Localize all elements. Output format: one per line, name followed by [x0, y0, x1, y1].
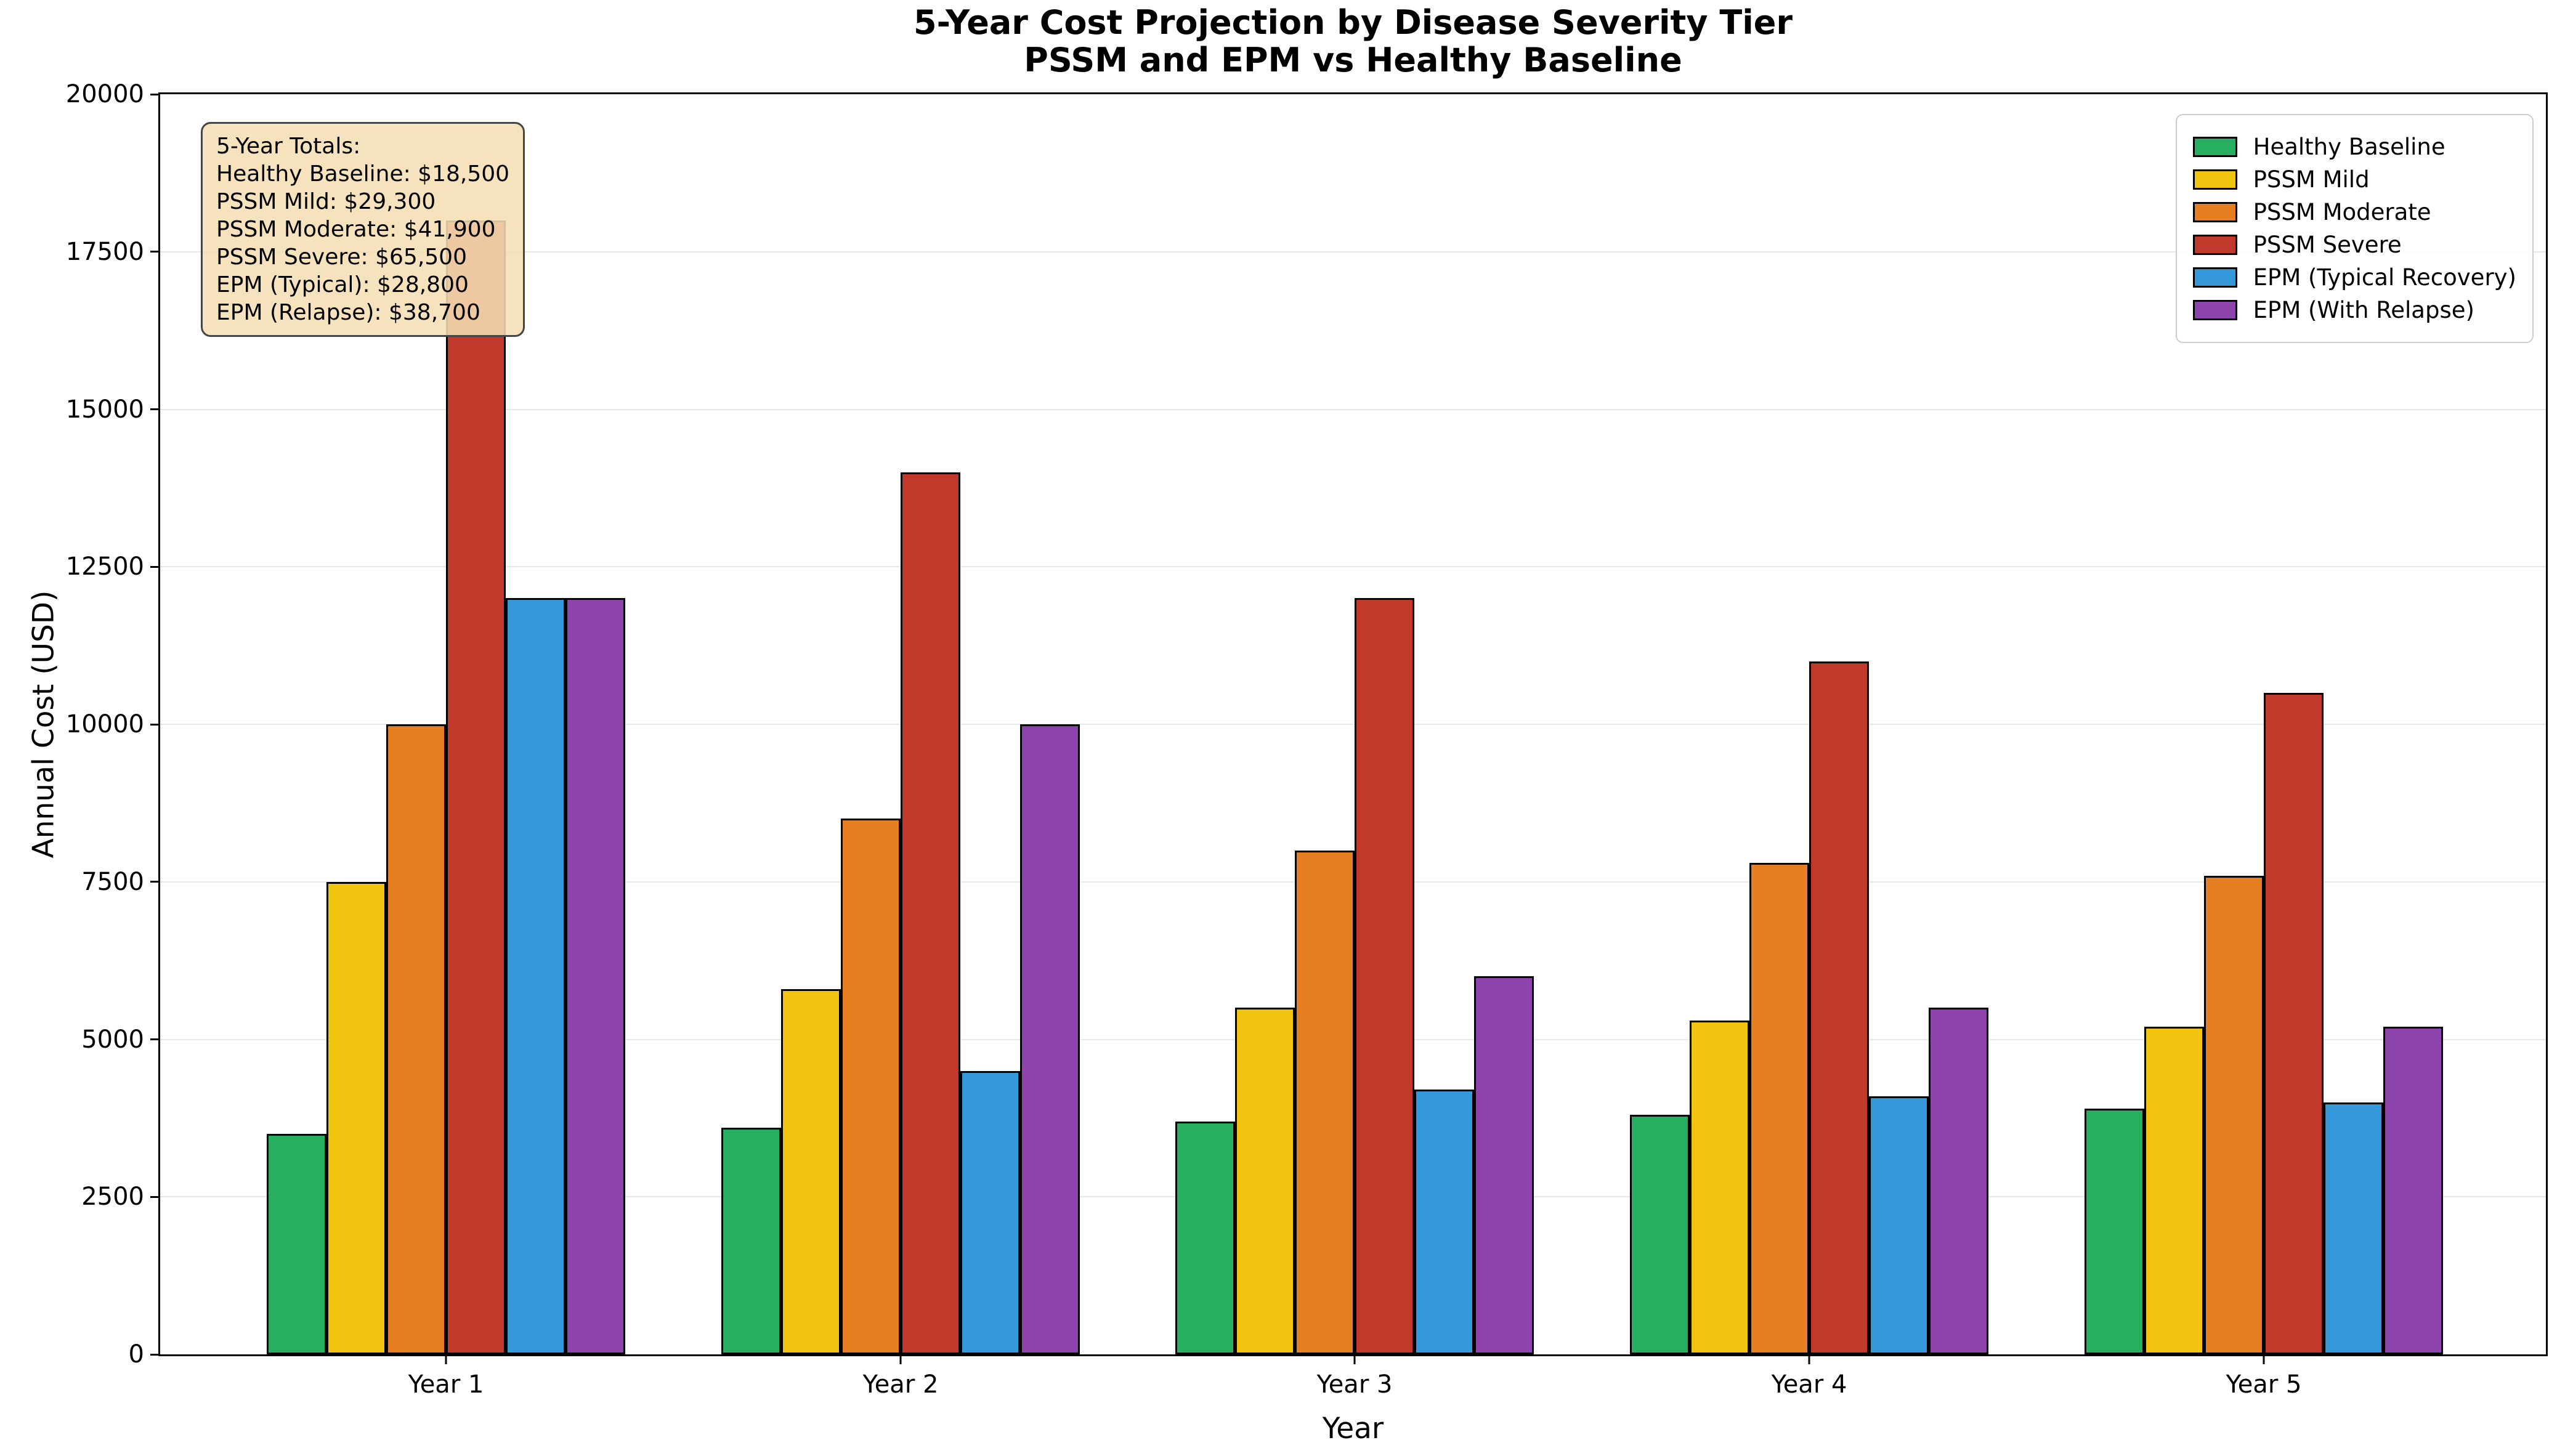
y-tick-mark: [150, 1195, 160, 1198]
chart-title: 5-Year Cost Projection by Disease Severi…: [158, 4, 2548, 79]
y-axis-label: Annual Cost (USD): [26, 590, 61, 859]
annotation-line: PSSM Severe: $65,500: [216, 245, 467, 270]
bar-epm-typical-recovery-year-1: [506, 598, 565, 1354]
x-tick-mark: [445, 1354, 447, 1364]
legend-label: EPM (Typical Recovery): [2253, 264, 2516, 291]
bar-pssm-mild-year-3: [1235, 1008, 1295, 1354]
bar-pssm-mild-year-2: [781, 989, 841, 1354]
x-tick-mark: [1808, 1354, 1810, 1364]
y-tick-label: 7500: [81, 867, 144, 896]
annotation-heading: 5-Year Totals:: [216, 134, 361, 159]
bar-healthy-baseline-year-4: [1630, 1115, 1690, 1354]
bar-epm-with-relapse-year-5: [2383, 1027, 2443, 1354]
legend-label: EPM (With Relapse): [2253, 297, 2474, 323]
bar-epm-typical-recovery-year-2: [960, 1070, 1020, 1354]
chart-title-line2: PSSM and EPM vs Healthy Baseline: [1024, 41, 1682, 79]
bar-pssm-moderate-year-5: [2204, 875, 2264, 1354]
y-tick-mark: [150, 565, 160, 568]
annotation-line: PSSM Moderate: $41,900: [216, 217, 496, 242]
legend-swatch: [2192, 137, 2237, 157]
bar-pssm-severe-year-4: [1809, 661, 1869, 1354]
bar-pssm-moderate-year-1: [386, 724, 446, 1354]
legend-swatch: [2192, 267, 2237, 288]
y-tick-mark: [150, 408, 160, 410]
legend-item: PSSM Moderate: [2192, 199, 2516, 225]
y-tick-label: 10000: [65, 710, 144, 738]
y-tick-label: 17500: [65, 237, 144, 266]
bar-epm-typical-recovery-year-4: [1869, 1096, 1929, 1354]
legend-swatch: [2192, 235, 2237, 255]
legend-item: EPM (With Relapse): [2192, 297, 2516, 323]
annotation-line: PSSM Mild: $29,300: [216, 189, 436, 214]
legend-item: Healthy Baseline: [2192, 134, 2516, 160]
bar-pssm-severe-year-1: [446, 220, 506, 1354]
x-tick-label: Year 3: [1316, 1370, 1393, 1399]
x-tick-label: Year 2: [862, 1370, 939, 1399]
y-tick-mark: [150, 93, 160, 95]
bar-pssm-severe-year-2: [901, 472, 960, 1354]
bar-healthy-baseline-year-2: [721, 1127, 781, 1354]
bar-epm-with-relapse-year-1: [565, 598, 625, 1354]
bar-healthy-baseline-year-3: [1175, 1121, 1235, 1354]
annotation-line: Healthy Baseline: $18,500: [216, 161, 510, 187]
legend-item: PSSM Mild: [2192, 166, 2516, 193]
x-tick-mark: [1353, 1354, 1356, 1364]
x-tick-label: Year 5: [2226, 1370, 2302, 1399]
y-tick-mark: [150, 881, 160, 883]
bar-healthy-baseline-year-5: [2085, 1109, 2144, 1354]
bar-epm-with-relapse-year-2: [1020, 724, 1080, 1354]
bar-pssm-mild-year-1: [326, 881, 386, 1354]
legend-swatch: [2192, 169, 2237, 190]
plot-area: 5-Year Totals: Healthy Baseline: $18,500…: [66, 80, 2548, 1399]
legend-swatch: [2192, 202, 2237, 222]
bar-pssm-moderate-year-2: [841, 819, 901, 1354]
annotation-line: EPM (Relapse): $38,700: [216, 300, 480, 325]
gridline: [160, 724, 2546, 725]
bar-healthy-baseline-year-1: [267, 1133, 326, 1354]
gridline: [160, 566, 2546, 568]
chart-title-line1: 5-Year Cost Projection by Disease Severi…: [914, 3, 1793, 42]
y-tick-label: 20000: [65, 80, 144, 108]
totals-annotation: 5-Year Totals: Healthy Baseline: $18,500…: [201, 122, 525, 337]
x-tick-label: Year 1: [408, 1370, 484, 1399]
y-tick-label: 0: [128, 1340, 144, 1369]
bar-epm-with-relapse-year-4: [1929, 1008, 1988, 1354]
annotation-line: EPM (Typical): $28,800: [216, 272, 469, 297]
legend-item: EPM (Typical Recovery): [2192, 264, 2516, 291]
legend-label: PSSM Severe: [2253, 232, 2402, 258]
y-tick-mark: [150, 1038, 160, 1040]
legend-swatch: [2192, 300, 2237, 320]
bar-pssm-moderate-year-4: [1749, 863, 1809, 1354]
y-tick-mark: [150, 251, 160, 253]
y-tick-label: 15000: [65, 395, 144, 424]
x-tick-mark: [899, 1354, 902, 1364]
bar-pssm-mild-year-4: [1690, 1020, 1749, 1354]
y-tick-label: 5000: [81, 1025, 144, 1054]
y-tick-label: 2500: [81, 1183, 144, 1211]
bar-pssm-mild-year-5: [2144, 1027, 2204, 1354]
legend-item: PSSM Severe: [2192, 232, 2516, 258]
bar-pssm-severe-year-5: [2264, 692, 2324, 1354]
y-tick-mark: [150, 1353, 160, 1356]
gridline: [160, 408, 2546, 410]
x-tick-label: Year 4: [1771, 1370, 1847, 1399]
legend-label: Healthy Baseline: [2253, 134, 2445, 160]
legend-label: PSSM Moderate: [2253, 199, 2431, 225]
bar-epm-with-relapse-year-3: [1474, 976, 1534, 1354]
bar-pssm-moderate-year-3: [1295, 850, 1355, 1354]
x-axis-label: Year: [1322, 1412, 1384, 1446]
bar-epm-typical-recovery-year-5: [2324, 1102, 2383, 1354]
bar-pssm-severe-year-3: [1355, 598, 1414, 1354]
legend-label: PSSM Mild: [2253, 166, 2370, 193]
y-tick-mark: [150, 723, 160, 726]
legend: Healthy Baseline PSSM Mild PSSM Moderate PS…: [2175, 114, 2534, 343]
gridline: [160, 251, 2546, 253]
y-tick-label: 12500: [65, 552, 144, 581]
bar-epm-typical-recovery-year-3: [1414, 1090, 1474, 1354]
x-tick-mark: [2263, 1354, 2265, 1364]
